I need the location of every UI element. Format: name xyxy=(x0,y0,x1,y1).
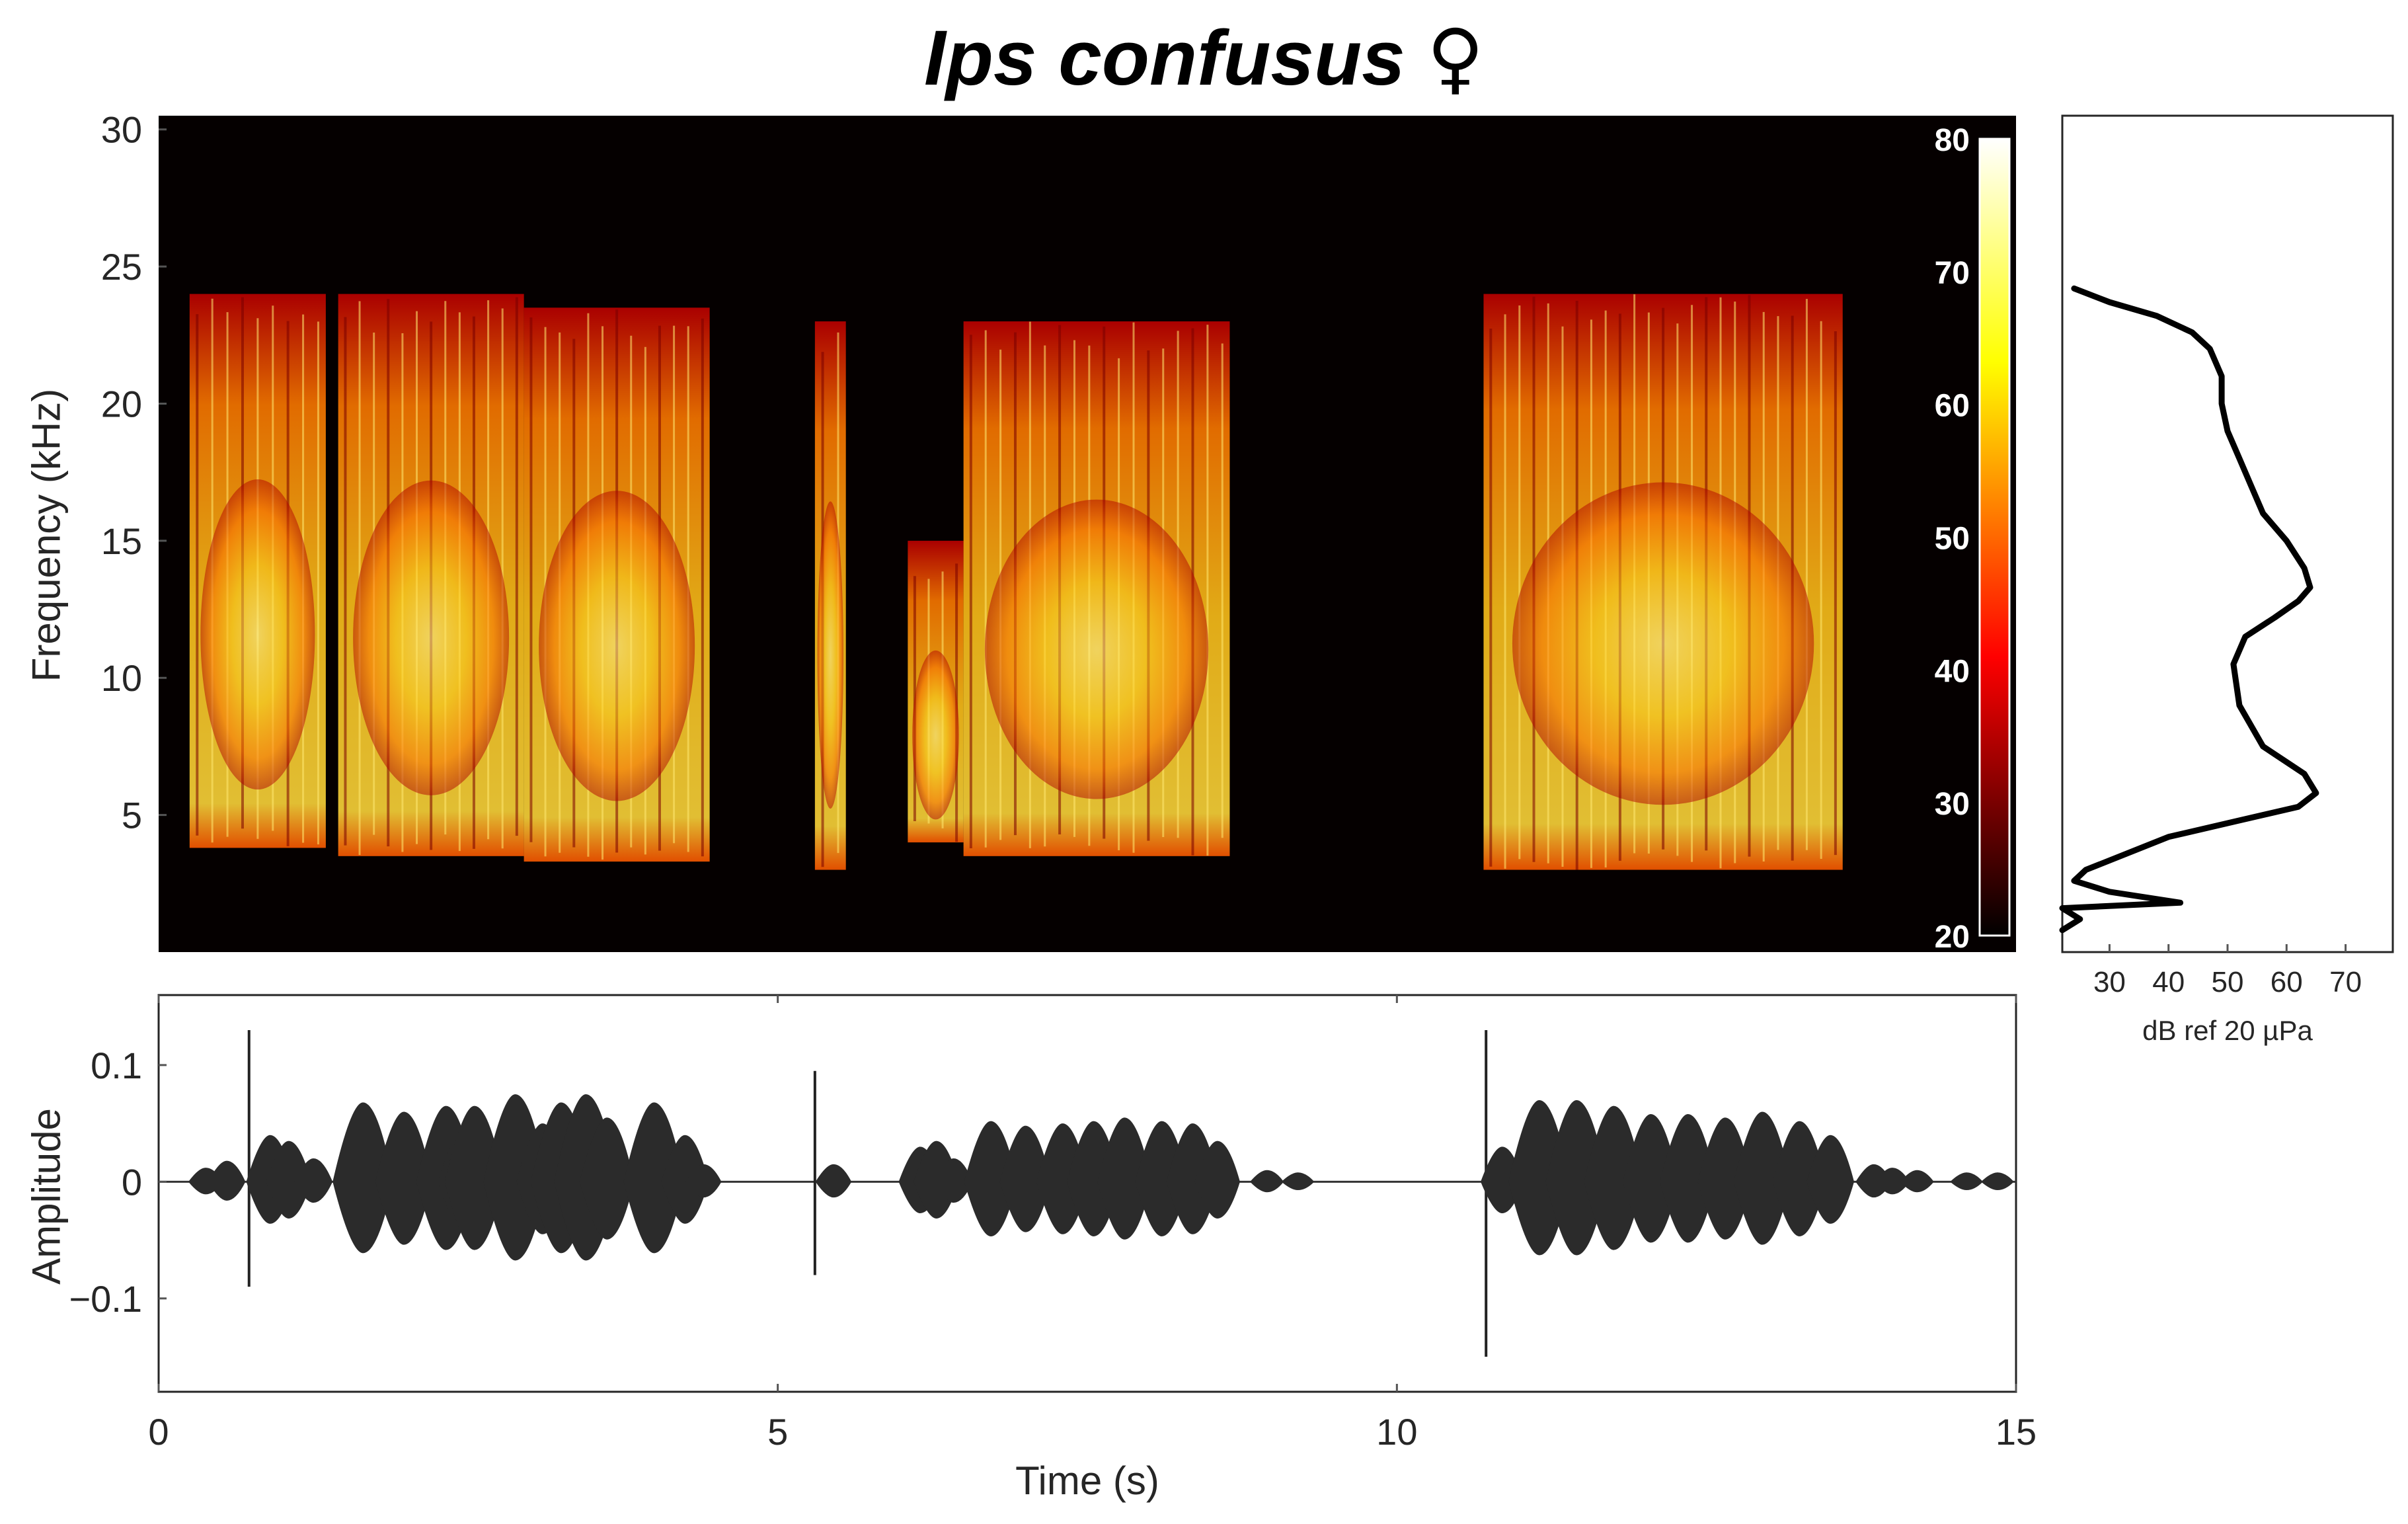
waveform-burst xyxy=(1733,1111,1791,1245)
x-tick-label: 5 xyxy=(767,1411,788,1453)
waveform-burst xyxy=(815,1164,852,1198)
waveform-burst xyxy=(1584,1105,1643,1250)
x-tick-label: 50 xyxy=(2212,966,2244,998)
call-segment xyxy=(338,294,524,856)
y-tick-label: 5 xyxy=(122,795,142,836)
waveform-burst xyxy=(1281,1172,1315,1191)
waveform-x-axis-title: Time (s) xyxy=(1015,1459,1159,1503)
waveform-burst xyxy=(294,1158,333,1203)
call-segment xyxy=(189,294,326,848)
waveform-burst xyxy=(1875,1168,1910,1195)
colorbar-tick-label: 40 xyxy=(1935,654,1970,689)
x-tick-label: 10 xyxy=(1376,1411,1417,1453)
colorbar-tick-label: 70 xyxy=(1935,256,1970,291)
waveform-burst xyxy=(1623,1114,1679,1243)
x-tick-label: 30 xyxy=(2093,966,2126,998)
spectrogram-y-ticks: 5 10 15 20 25 30 xyxy=(101,109,167,836)
call-segment xyxy=(1483,294,1843,870)
power-spectrum-x-axis-title: dB ref 20 µPa xyxy=(2142,1015,2313,1046)
waveform-burst xyxy=(934,1158,973,1203)
x-tick-label: 60 xyxy=(2271,966,2303,998)
spectrogram-calls xyxy=(189,294,1843,870)
figure-title: Ips confusus ♀ xyxy=(0,12,2408,103)
call-core xyxy=(817,501,843,809)
waveform-burst xyxy=(661,1135,709,1224)
waveform-burst xyxy=(1660,1114,1716,1243)
waveform-panel: −0.1 0 0.1 0 5 10 15 xyxy=(69,994,2037,1453)
x-tick-label: 70 xyxy=(2329,966,2362,998)
spectrogram-panel: 5 10 15 20 25 30 20 30 40 50 60 70 80 xyxy=(101,109,2016,955)
y-tick-label: 25 xyxy=(101,246,142,288)
call-core xyxy=(539,491,695,801)
waveform-burst xyxy=(266,1141,311,1219)
call-core xyxy=(912,650,959,820)
x-tick-label: 0 xyxy=(148,1411,169,1453)
waveform-burst xyxy=(579,1117,635,1240)
colorbar-tick-label: 20 xyxy=(1935,920,1970,955)
colorbar-tick-label: 50 xyxy=(1935,522,1970,557)
colorbar-tick-label: 60 xyxy=(1935,389,1970,424)
power-spectrum-line xyxy=(2059,285,2319,934)
x-tick-label: 40 xyxy=(2152,966,2185,998)
waveform-burst xyxy=(375,1111,432,1245)
waveform-burst xyxy=(332,1102,393,1254)
colorbar-tick-label: 80 xyxy=(1935,123,1970,158)
x-tick-label: 15 xyxy=(1996,1411,2037,1453)
waveform-burst xyxy=(1772,1121,1826,1236)
y-tick-label: 30 xyxy=(101,109,142,151)
female-symbol-icon: ♀ xyxy=(1426,12,1484,103)
waveform-burst xyxy=(1697,1117,1753,1240)
colorbar-ramp xyxy=(1978,138,2011,937)
waveform-burst xyxy=(208,1160,246,1201)
waveform-y-axis-title: Amplitude xyxy=(24,1108,69,1285)
call-segment xyxy=(908,540,964,843)
waveform-y-ticks: −0.1 0 0.1 xyxy=(69,1045,167,1320)
call-segment xyxy=(524,307,710,862)
waveform-burst xyxy=(1135,1121,1188,1236)
call-core xyxy=(984,499,1209,799)
waveform-burst xyxy=(1508,1100,1571,1256)
waveform-burst xyxy=(999,1125,1052,1232)
y-tick-label: 15 xyxy=(101,520,142,562)
figure-title-text: Ips confusus xyxy=(924,15,1405,102)
call-core xyxy=(200,479,315,790)
colorbar-tick-label: 30 xyxy=(1935,787,1970,822)
call-segment xyxy=(963,321,1230,856)
y-tick-label: 0.1 xyxy=(91,1045,142,1086)
call-segment xyxy=(814,321,846,870)
waveform-pulses xyxy=(159,1029,2016,1357)
waveform-burst xyxy=(1981,1172,2014,1191)
y-tick-label: 10 xyxy=(101,657,142,699)
y-tick-label: 0 xyxy=(122,1161,142,1203)
power-spectrum-panel: 30 40 50 60 70 xyxy=(2059,114,2394,998)
waveform-burst xyxy=(1250,1170,1284,1193)
power-spectrum-x-ticks: 30 40 50 60 70 xyxy=(2093,944,2362,998)
call-core xyxy=(1512,482,1814,805)
waveform-x-ticks: 0 5 10 15 xyxy=(148,995,2037,1453)
waveform-burst xyxy=(1806,1135,1854,1224)
y-tick-label: 20 xyxy=(101,383,142,424)
waveform-burst xyxy=(1545,1100,1608,1256)
colorbar: 20 30 40 50 60 70 80 xyxy=(1935,123,2011,955)
waveform-burst xyxy=(444,1105,504,1250)
call-core xyxy=(353,480,510,795)
waveform-burst xyxy=(1194,1141,1240,1219)
waveform-burst xyxy=(1950,1172,1983,1191)
spectrogram-y-axis-title: Frequency (kHz) xyxy=(24,388,69,682)
waveform-burst xyxy=(964,1121,1018,1236)
waveform-burst xyxy=(1097,1117,1152,1240)
waveform-burst xyxy=(623,1102,685,1254)
waveform-burst xyxy=(1900,1170,1934,1193)
power-spectrum-frame xyxy=(2061,114,2394,953)
y-tick-label: −0.1 xyxy=(69,1278,142,1320)
waveform-burst xyxy=(685,1164,722,1198)
